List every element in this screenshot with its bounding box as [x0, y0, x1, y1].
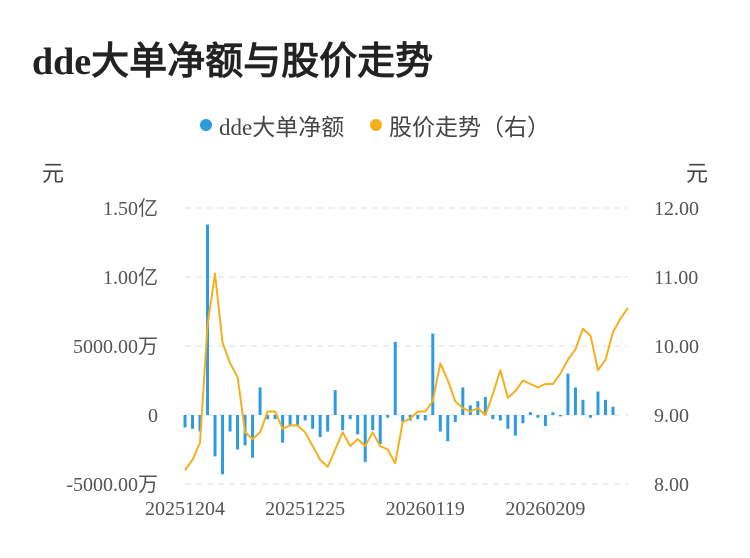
x-tick-label: 20260209 [505, 498, 585, 520]
dde-bar [318, 415, 322, 438]
dde-bar [251, 415, 255, 458]
dde-bar [296, 415, 300, 425]
legend-line-dot-icon [369, 119, 382, 131]
left-tick-label: 0 [148, 405, 158, 427]
dde-bar [513, 415, 517, 436]
left-axis-unit: 元 [42, 161, 65, 186]
dde-bar [446, 415, 450, 442]
x-tick-label: 20251225 [265, 498, 345, 520]
dde-bar [506, 415, 510, 429]
left-tick-label: 1.50亿 [103, 197, 158, 220]
right-tick-label: 9.00 [654, 405, 689, 427]
x-tick-label: 20260119 [386, 498, 465, 520]
dde-bar [378, 415, 382, 444]
dde-bar [596, 391, 600, 415]
dde-bar [543, 415, 547, 427]
legend-item-line[interactable]: 股价走势（右） [369, 108, 550, 142]
right-tick-label: 10.00 [654, 336, 699, 358]
left-tick-label: 1.00亿 [103, 266, 158, 289]
dde-bar [228, 415, 232, 432]
dde-bar [333, 390, 337, 415]
dde-bar [491, 415, 495, 420]
dde-bar [311, 415, 315, 429]
dde-bar [581, 399, 585, 415]
dde-bar [423, 415, 427, 421]
legend-bar-dot-icon [200, 119, 213, 131]
right-tick-label: 12.00 [654, 198, 699, 220]
dde-bar [483, 397, 487, 415]
dde-bar [356, 415, 360, 435]
dde-bar [528, 412, 532, 415]
dde-bar [288, 415, 292, 425]
dde-bar [386, 415, 390, 418]
page-title: dde大单净额与股价走势 [32, 41, 434, 83]
dde-bar [521, 415, 525, 424]
dde-bar [536, 415, 540, 418]
dde-bar [573, 387, 577, 415]
dde-bar [416, 415, 420, 420]
dde-bar [341, 415, 345, 431]
dde-bar [191, 415, 195, 429]
dde-bar [258, 387, 262, 415]
legend-line-label: 股价走势（右） [388, 115, 550, 140]
x-tick-label: 20251204 [145, 498, 225, 520]
dde-bar [588, 415, 592, 418]
dde-bar [611, 406, 615, 415]
dde-bar [551, 412, 555, 415]
left-tick-label: 5000.00万 [73, 336, 158, 358]
dde-bar [431, 333, 435, 415]
dde-bar [371, 415, 375, 431]
dde-bar [453, 415, 457, 422]
right-tick-label: 11.00 [654, 267, 698, 289]
dde-bar [566, 373, 570, 415]
dde-bar [603, 399, 607, 415]
dde-bar [468, 405, 472, 415]
dde-bar [401, 415, 405, 422]
dde-bar [266, 415, 270, 420]
dde-bar [273, 415, 277, 420]
dde-bar [498, 415, 502, 421]
dde-bar [438, 415, 442, 432]
dde-bar [393, 341, 397, 415]
dde-bar [348, 415, 352, 420]
dde-bar [363, 415, 367, 462]
dde-bar [221, 415, 225, 475]
dde-bar [183, 415, 187, 428]
dde-bar [198, 415, 202, 432]
dde-bar [558, 415, 562, 417]
legend-bar-label: dde大单净额 [219, 115, 345, 140]
dde-bar [326, 415, 330, 432]
chart-legend: dde大单净额 股价走势（右） [0, 108, 750, 142]
right-axis-unit: 元 [685, 161, 708, 186]
dde-bar [213, 415, 217, 457]
dde-bar [303, 415, 307, 421]
left-tick-label: -5000.00万 [66, 474, 158, 496]
legend-item-bar[interactable]: dde大单净额 [200, 108, 344, 142]
dde-bar [461, 387, 465, 415]
price-line [184, 272, 629, 471]
right-tick-label: 8.00 [654, 474, 689, 496]
dde-bar [236, 415, 240, 450]
